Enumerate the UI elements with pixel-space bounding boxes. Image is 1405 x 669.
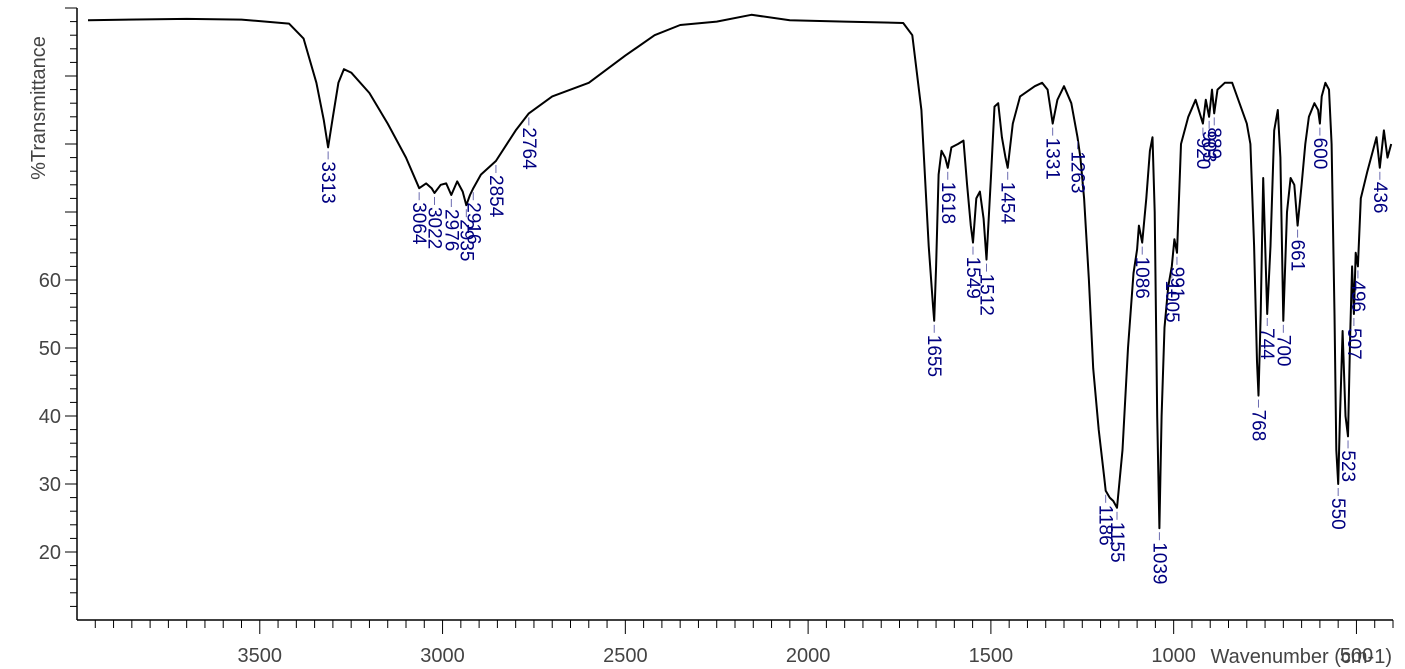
peak-label-text: 523 bbox=[1337, 450, 1358, 482]
y-axis-label: %Transmittance bbox=[28, 36, 50, 180]
peak-label-text: 1155 bbox=[1106, 522, 1127, 563]
peak-label: 436 bbox=[1369, 172, 1390, 214]
peak-label: 991 bbox=[1166, 257, 1187, 299]
peak-label-text: 768 bbox=[1247, 410, 1268, 442]
peak-label-text: 1655 bbox=[923, 335, 944, 377]
peak-label-text: 1618 bbox=[937, 182, 958, 224]
peak-label: 661 bbox=[1287, 230, 1308, 272]
peak-label-text: 600 bbox=[1309, 138, 1330, 170]
peak-label: 1086 bbox=[1131, 247, 1152, 299]
peak-label: 1454 bbox=[997, 172, 1018, 225]
peak-label: 889 bbox=[1203, 117, 1224, 159]
x-tick-label: 3500 bbox=[238, 645, 283, 667]
peak-label-text: 507 bbox=[1343, 328, 1364, 360]
peak-label-text: 1454 bbox=[997, 182, 1018, 225]
peak-label-text: 496 bbox=[1347, 280, 1368, 312]
x-ticks: 3500 3000 2500 2000 1500 1000 500 bbox=[95, 620, 1393, 667]
y-tick-label: 20 bbox=[39, 542, 61, 564]
x-tick-label: 2000 bbox=[786, 645, 831, 667]
peak-label: 2764 bbox=[518, 117, 539, 170]
peak-label-text: 3313 bbox=[317, 161, 338, 203]
peak-label-text: 1039 bbox=[1148, 542, 1169, 584]
peak-label-text: 436 bbox=[1369, 182, 1390, 214]
peak-label: 1618 bbox=[937, 172, 958, 224]
peak-label: 768 bbox=[1247, 400, 1268, 442]
x-tick-label: 1500 bbox=[969, 645, 1014, 667]
x-axis-label: Wavenumber (cm-1) bbox=[1210, 646, 1392, 668]
plot-area bbox=[88, 15, 1391, 528]
peak-label-text: 889 bbox=[1203, 127, 1224, 159]
peak-label-text: 1512 bbox=[976, 274, 997, 316]
x-tick-label: 3000 bbox=[420, 645, 465, 667]
peak-label: 1331 bbox=[1042, 128, 1063, 180]
peak-label-text: 2854 bbox=[485, 175, 506, 218]
peak-labels: 3313306430222976293529162854276416551618… bbox=[317, 117, 1390, 584]
peak-label-text: 1263 bbox=[1067, 151, 1088, 193]
spectrum-line bbox=[88, 15, 1391, 528]
peak-label: 1039 bbox=[1148, 532, 1169, 584]
peak-label: 507 bbox=[1343, 318, 1364, 360]
peak-label-text: 1331 bbox=[1042, 138, 1063, 180]
peak-label: 550 bbox=[1327, 488, 1348, 530]
peak-label: 1655 bbox=[923, 325, 944, 377]
peak-label: 3313 bbox=[317, 151, 338, 203]
peak-label: 1263 bbox=[1067, 141, 1088, 193]
y-tick-label: 30 bbox=[39, 474, 61, 496]
peak-label: 2854 bbox=[485, 165, 506, 218]
peak-label: 496 bbox=[1347, 270, 1368, 312]
peak-label-text: 661 bbox=[1287, 240, 1308, 272]
y-tick-label: 50 bbox=[39, 338, 61, 360]
peak-label-text: 550 bbox=[1327, 498, 1348, 530]
y-tick-label: 40 bbox=[39, 406, 61, 428]
peak-label-text: 2916 bbox=[462, 202, 483, 244]
x-tick-label: 1000 bbox=[1151, 645, 1196, 667]
x-tick-label: 2500 bbox=[603, 645, 648, 667]
peak-label-text: 1086 bbox=[1131, 257, 1152, 299]
peak-label-text: 2764 bbox=[518, 127, 539, 170]
peak-label-text: 700 bbox=[1272, 335, 1293, 367]
peak-label: 600 bbox=[1309, 128, 1330, 170]
peak-label-text: 991 bbox=[1166, 267, 1187, 299]
y-tick-label: 60 bbox=[39, 270, 61, 292]
